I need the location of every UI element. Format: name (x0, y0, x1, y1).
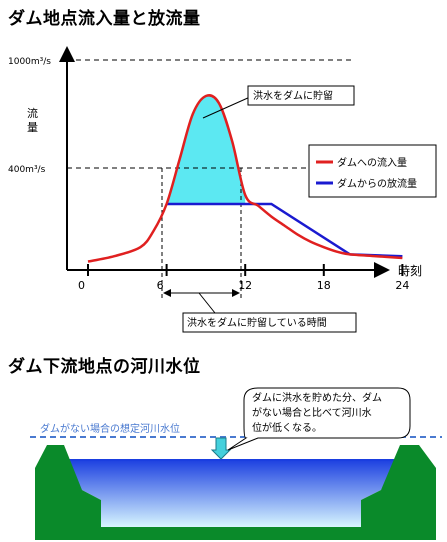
assumed-water-level-label: ダムがない場合の想定河川水位 (40, 422, 180, 435)
storage-callout-leader (202, 96, 251, 119)
x-tick-label-24: 24 (395, 279, 409, 292)
explanation-line-1: ダムに洪水を貯めた分、ダム (252, 391, 382, 404)
explanation-line-2: がない場合と比べて河川水 (252, 406, 372, 419)
x-tick-label-12: 12 (238, 279, 252, 292)
x-tick-label-18: 18 (317, 279, 331, 292)
period-label-text: 洪水をダムに貯留している時間 (187, 316, 327, 329)
period-label-box (182, 312, 357, 333)
chart-heading: ダム地点流入量と放流量 (8, 9, 201, 29)
legend-box (308, 144, 437, 198)
legend-label-inflow: ダムへの流入量 (337, 156, 407, 169)
river-heading: ダム下流地点の河川水位 (8, 357, 201, 377)
left-river-bank (35, 445, 436, 540)
x-tick-label-0: 0 (78, 279, 85, 292)
explanation-line-3: 位が低くなる。 (252, 421, 322, 434)
y-axis-label-char-1: 流 (27, 106, 38, 120)
river-water (42, 459, 400, 527)
period-leader (198, 292, 216, 314)
legend-label-release: ダムからの放流量 (337, 177, 417, 190)
x-axis-label: 時刻 (398, 264, 422, 278)
y-tick-label-400: 400m³/s (8, 165, 46, 175)
y-axis-label-char-2: 量 (27, 121, 38, 134)
x-tick-label-6: 6 (157, 279, 164, 292)
explanation-callout-bubble (227, 387, 411, 451)
storage-callout-text: 洪水をダムに貯留 (253, 89, 333, 102)
water-drop-arrow (210, 437, 232, 460)
y-tick-label-1000: 1000m³/s (8, 57, 51, 67)
storage-callout-box (247, 85, 355, 106)
series-release-line (166, 202, 403, 258)
series-inflow-line (87, 94, 403, 263)
